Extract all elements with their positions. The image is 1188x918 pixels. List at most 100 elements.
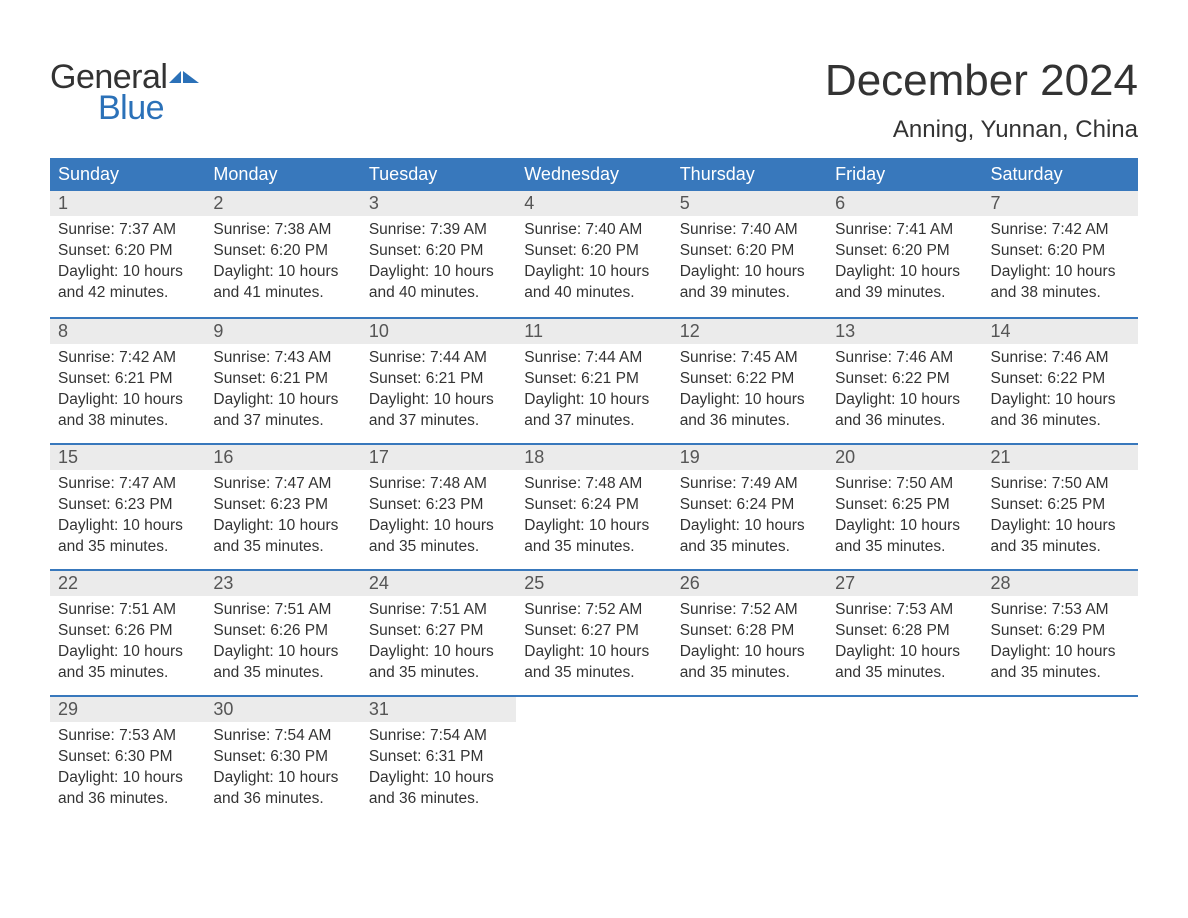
day-sunset: Sunset: 6:21 PM (213, 369, 352, 390)
day-sunrise: Sunrise: 7:54 AM (369, 726, 508, 747)
day-sunset: Sunset: 6:31 PM (369, 747, 508, 768)
day-d2: and 37 minutes. (369, 411, 508, 432)
day-d2: and 35 minutes. (213, 663, 352, 684)
day-cell: 29Sunrise: 7:53 AMSunset: 6:30 PMDayligh… (50, 697, 205, 821)
day-number-bar: 6 (827, 191, 982, 216)
day-number-bar: 9 (205, 319, 360, 344)
day-cell: 30Sunrise: 7:54 AMSunset: 6:30 PMDayligh… (205, 697, 360, 821)
logo: General Blue (50, 58, 199, 128)
day-cell (827, 697, 982, 821)
day-cell: 23Sunrise: 7:51 AMSunset: 6:26 PMDayligh… (205, 571, 360, 695)
day-d2: and 35 minutes. (58, 537, 197, 558)
day-body: Sunrise: 7:37 AMSunset: 6:20 PMDaylight:… (56, 220, 199, 304)
day-sunrise: Sunrise: 7:54 AM (213, 726, 352, 747)
day-d2: and 35 minutes. (991, 663, 1130, 684)
day-cell: 6Sunrise: 7:41 AMSunset: 6:20 PMDaylight… (827, 191, 982, 317)
day-d1: Daylight: 10 hours (213, 642, 352, 663)
day-d1: Daylight: 10 hours (213, 516, 352, 537)
day-d2: and 42 minutes. (58, 283, 197, 304)
weekday-wednesday: Wednesday (516, 158, 671, 191)
day-number: 16 (213, 447, 233, 467)
day-number: 7 (991, 193, 1001, 213)
day-number-bar: 15 (50, 445, 205, 470)
day-sunset: Sunset: 6:20 PM (213, 241, 352, 262)
day-d2: and 35 minutes. (835, 663, 974, 684)
day-d2: and 38 minutes. (58, 411, 197, 432)
day-d2: and 40 minutes. (524, 283, 663, 304)
day-d1: Daylight: 10 hours (369, 262, 508, 283)
day-sunrise: Sunrise: 7:39 AM (369, 220, 508, 241)
day-number-bar: 28 (983, 571, 1138, 596)
day-number-bar: 1 (50, 191, 205, 216)
day-sunset: Sunset: 6:23 PM (213, 495, 352, 516)
day-number: 13 (835, 321, 855, 341)
day-d2: and 35 minutes. (58, 663, 197, 684)
day-number-bar: 27 (827, 571, 982, 596)
weekday-thursday: Thursday (672, 158, 827, 191)
day-d1: Daylight: 10 hours (835, 516, 974, 537)
day-number: 5 (680, 193, 690, 213)
day-body: Sunrise: 7:50 AMSunset: 6:25 PMDaylight:… (833, 474, 976, 558)
day-number-bar: 19 (672, 445, 827, 470)
day-cell: 4Sunrise: 7:40 AMSunset: 6:20 PMDaylight… (516, 191, 671, 317)
day-number-bar: 5 (672, 191, 827, 216)
day-number-bar: 30 (205, 697, 360, 722)
day-sunrise: Sunrise: 7:49 AM (680, 474, 819, 495)
week-row: 22Sunrise: 7:51 AMSunset: 6:26 PMDayligh… (50, 569, 1138, 695)
day-sunset: Sunset: 6:21 PM (369, 369, 508, 390)
day-cell: 18Sunrise: 7:48 AMSunset: 6:24 PMDayligh… (516, 445, 671, 569)
weekday-saturday: Saturday (983, 158, 1138, 191)
day-number-bar: 17 (361, 445, 516, 470)
day-sunset: Sunset: 6:22 PM (835, 369, 974, 390)
day-d2: and 35 minutes. (369, 663, 508, 684)
day-sunrise: Sunrise: 7:42 AM (58, 348, 197, 369)
location-subtitle: Anning, Yunnan, China (825, 116, 1138, 144)
day-sunset: Sunset: 6:20 PM (680, 241, 819, 262)
day-number-bar: 14 (983, 319, 1138, 344)
day-body: Sunrise: 7:46 AMSunset: 6:22 PMDaylight:… (989, 348, 1132, 432)
day-d1: Daylight: 10 hours (991, 516, 1130, 537)
day-sunrise: Sunrise: 7:42 AM (991, 220, 1130, 241)
day-d2: and 39 minutes. (835, 283, 974, 304)
day-body: Sunrise: 7:39 AMSunset: 6:20 PMDaylight:… (367, 220, 510, 304)
day-sunset: Sunset: 6:24 PM (524, 495, 663, 516)
day-sunset: Sunset: 6:20 PM (58, 241, 197, 262)
day-cell: 10Sunrise: 7:44 AMSunset: 6:21 PMDayligh… (361, 319, 516, 443)
day-sunset: Sunset: 6:30 PM (213, 747, 352, 768)
day-d2: and 37 minutes. (213, 411, 352, 432)
day-body: Sunrise: 7:47 AMSunset: 6:23 PMDaylight:… (56, 474, 199, 558)
day-number-bar: 16 (205, 445, 360, 470)
day-number: 31 (369, 699, 389, 719)
day-number-bar: 11 (516, 319, 671, 344)
day-number: 10 (369, 321, 389, 341)
day-number: 15 (58, 447, 78, 467)
day-cell: 14 Sunrise: 7:46 AMSunset: 6:22 PMDayligh… (983, 319, 1138, 443)
day-sunset: Sunset: 6:27 PM (524, 621, 663, 642)
day-d2: and 40 minutes. (369, 283, 508, 304)
day-number: 28 (991, 573, 1011, 593)
day-d1: Daylight: 10 hours (835, 390, 974, 411)
day-sunset: Sunset: 6:26 PM (58, 621, 197, 642)
day-sunrise: Sunrise: 7:40 AM (680, 220, 819, 241)
day-sunrise: Sunrise: 7:51 AM (58, 600, 197, 621)
day-sunset: Sunset: 6:20 PM (524, 241, 663, 262)
day-number-bar: 23 (205, 571, 360, 596)
day-d1: Daylight: 10 hours (369, 768, 508, 789)
day-number-bar: 20 (827, 445, 982, 470)
day-number: 2 (213, 193, 223, 213)
day-number-bar: 2 (205, 191, 360, 216)
day-d1: Daylight: 10 hours (213, 262, 352, 283)
day-sunrise: Sunrise: 7:53 AM (58, 726, 197, 747)
day-sunset: Sunset: 6:20 PM (835, 241, 974, 262)
day-d1: Daylight: 10 hours (991, 262, 1130, 283)
day-d2: and 37 minutes. (524, 411, 663, 432)
day-d1: Daylight: 10 hours (58, 262, 197, 283)
day-body: Sunrise: 7:44 AMSunset: 6:21 PMDaylight:… (522, 348, 665, 432)
day-d1: Daylight: 10 hours (58, 642, 197, 663)
day-sunrise: Sunrise: 7:51 AM (213, 600, 352, 621)
day-d2: and 35 minutes. (369, 537, 508, 558)
day-sunset: Sunset: 6:25 PM (835, 495, 974, 516)
day-d1: Daylight: 10 hours (524, 642, 663, 663)
day-sunrise: Sunrise: 7:44 AM (369, 348, 508, 369)
day-cell (516, 697, 671, 821)
